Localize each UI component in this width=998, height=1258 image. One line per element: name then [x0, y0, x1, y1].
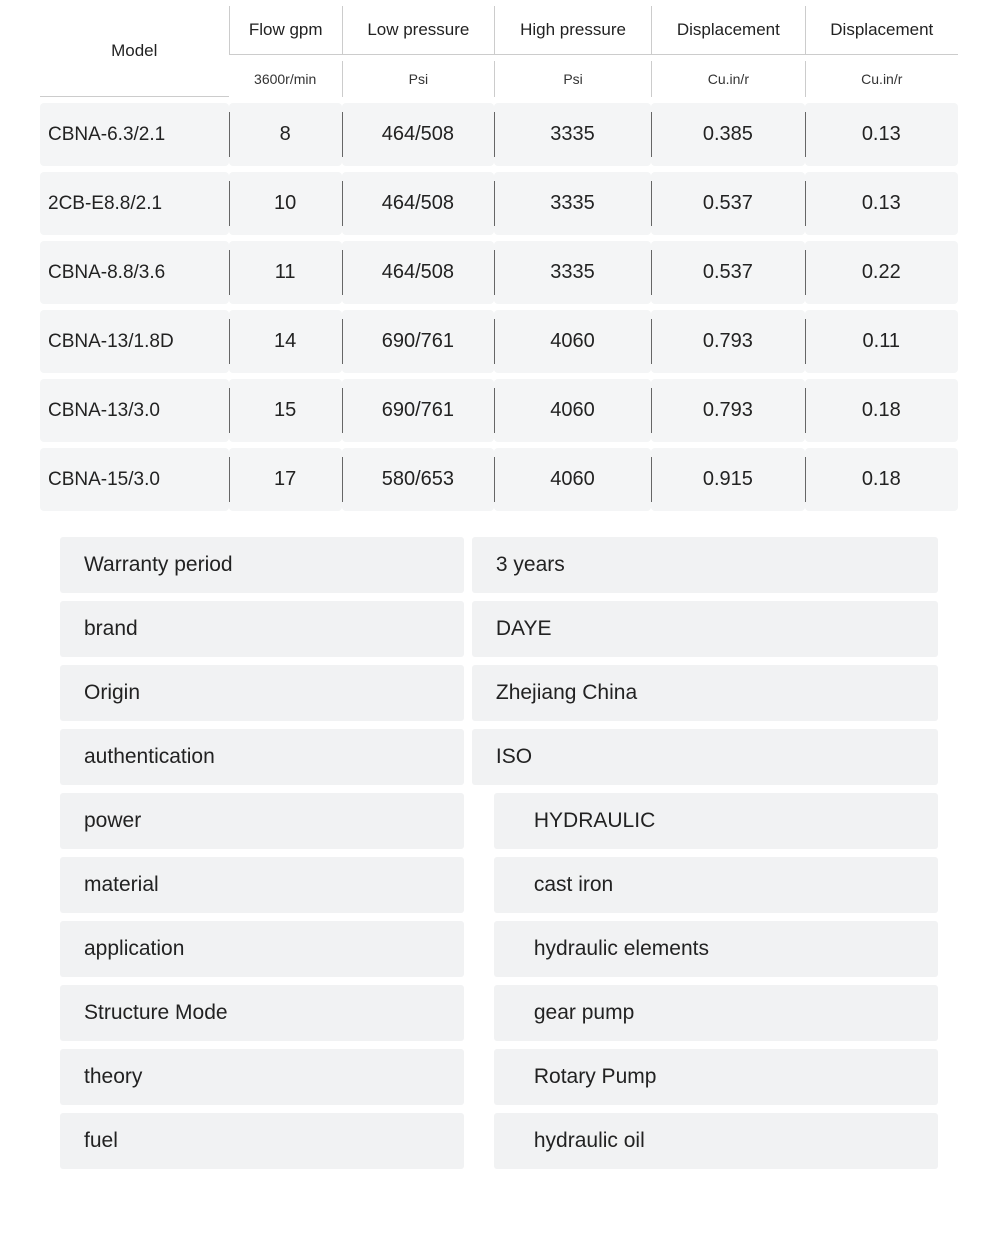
attr-value: DAYE	[472, 601, 938, 657]
table-cell: 3335	[494, 103, 651, 166]
attr-label: application	[60, 921, 464, 977]
model-cell: 2CB-E8.8/2.1	[40, 172, 229, 235]
table-cell: 464/508	[342, 103, 494, 166]
table-cell: 580/653	[342, 448, 494, 511]
table-row: 2CB-E8.8/2.110464/50833350.5370.13	[40, 172, 958, 235]
table-cell: 4060	[494, 379, 651, 442]
header-disp1: Displacement	[651, 6, 804, 55]
table-cell: 0.13	[805, 172, 958, 235]
table-cell: 11	[229, 241, 342, 304]
attr-value: Zhejiang China	[472, 665, 938, 721]
table-row: CBNA-15/3.017580/65340600.9150.18	[40, 448, 958, 511]
attributes-list: Warranty period3 yearsbrandDAYEOriginZhe…	[0, 527, 998, 1197]
attr-label: fuel	[60, 1113, 464, 1169]
header-model: Model	[40, 6, 229, 97]
table-cell: 0.537	[651, 172, 804, 235]
model-cell: CBNA-13/3.0	[40, 379, 229, 442]
table-cell: 0.11	[805, 310, 958, 373]
attr-row: Warranty period3 years	[60, 537, 938, 593]
attr-value: hydraulic elements	[494, 921, 938, 977]
table-cell: 0.537	[651, 241, 804, 304]
table-cell: 0.793	[651, 310, 804, 373]
table-cell: 464/508	[342, 241, 494, 304]
attr-label: material	[60, 857, 464, 913]
attr-value: gear pump	[494, 985, 938, 1041]
attr-label: power	[60, 793, 464, 849]
table-cell: 3335	[494, 241, 651, 304]
attr-row: material cast iron	[60, 857, 938, 913]
attr-label: Structure Mode	[60, 985, 464, 1041]
attr-label: Warranty period	[60, 537, 464, 593]
table-cell: 8	[229, 103, 342, 166]
table-cell: 15	[229, 379, 342, 442]
attr-row: Structure Mode gear pump	[60, 985, 938, 1041]
header-disp2: Displacement	[805, 6, 958, 55]
attr-row: OriginZhejiang China	[60, 665, 938, 721]
attr-label: Origin	[60, 665, 464, 721]
table-row: CBNA-8.8/3.611464/50833350.5370.22	[40, 241, 958, 304]
subheader-disp1: Cu.in/r	[651, 61, 804, 97]
model-cell: CBNA-13/1.8D	[40, 310, 229, 373]
model-cell: CBNA-8.8/3.6	[40, 241, 229, 304]
table-cell: 0.18	[805, 448, 958, 511]
header-flow: Flow gpm	[229, 6, 342, 55]
table-cell: 10	[229, 172, 342, 235]
attr-value: hydraulic oil	[494, 1113, 938, 1169]
table-cell: 3335	[494, 172, 651, 235]
table-cell: 690/761	[342, 379, 494, 442]
attr-row: brandDAYE	[60, 601, 938, 657]
header-low: Low pressure	[342, 6, 494, 55]
table-cell: 17	[229, 448, 342, 511]
table-cell: 0.13	[805, 103, 958, 166]
table-cell: 0.793	[651, 379, 804, 442]
table-row: CBNA-6.3/2.18464/50833350.3850.13	[40, 103, 958, 166]
header-high: High pressure	[494, 6, 651, 55]
attr-label: theory	[60, 1049, 464, 1105]
attr-row: power HYDRAULIC	[60, 793, 938, 849]
table-row: CBNA-13/3.015690/76140600.7930.18	[40, 379, 958, 442]
table-cell: 0.18	[805, 379, 958, 442]
attr-label: authentication	[60, 729, 464, 785]
subheader-high: Psi	[494, 61, 651, 97]
spec-table: Model Flow gpm Low pressure High pressur…	[0, 0, 998, 527]
subheader-flow: 3600r/min	[229, 61, 342, 97]
table-cell: 14	[229, 310, 342, 373]
subheader-disp2: Cu.in/r	[805, 61, 958, 97]
attr-row: theory Rotary Pump	[60, 1049, 938, 1105]
attr-label: brand	[60, 601, 464, 657]
attr-value: HYDRAULIC	[494, 793, 938, 849]
attr-value: cast iron	[494, 857, 938, 913]
attr-row: fuel hydraulic oil	[60, 1113, 938, 1169]
attr-value: ISO	[472, 729, 938, 785]
table-row: CBNA-13/1.8D14690/76140600.7930.11	[40, 310, 958, 373]
table-cell: 4060	[494, 448, 651, 511]
spec-table-body: CBNA-6.3/2.18464/50833350.3850.132CB-E8.…	[40, 103, 958, 511]
table-cell: 464/508	[342, 172, 494, 235]
attr-value: Rotary Pump	[494, 1049, 938, 1105]
subheader-low: Psi	[342, 61, 494, 97]
attr-row: application hydraulic elements	[60, 921, 938, 977]
table-cell: 0.915	[651, 448, 804, 511]
table-cell: 690/761	[342, 310, 494, 373]
model-cell: CBNA-6.3/2.1	[40, 103, 229, 166]
spec-table-head: Model Flow gpm Low pressure High pressur…	[40, 6, 958, 97]
model-cell: CBNA-15/3.0	[40, 448, 229, 511]
attr-row: authenticationISO	[60, 729, 938, 785]
table-cell: 4060	[494, 310, 651, 373]
table-cell: 0.22	[805, 241, 958, 304]
table-cell: 0.385	[651, 103, 804, 166]
attr-value: 3 years	[472, 537, 938, 593]
